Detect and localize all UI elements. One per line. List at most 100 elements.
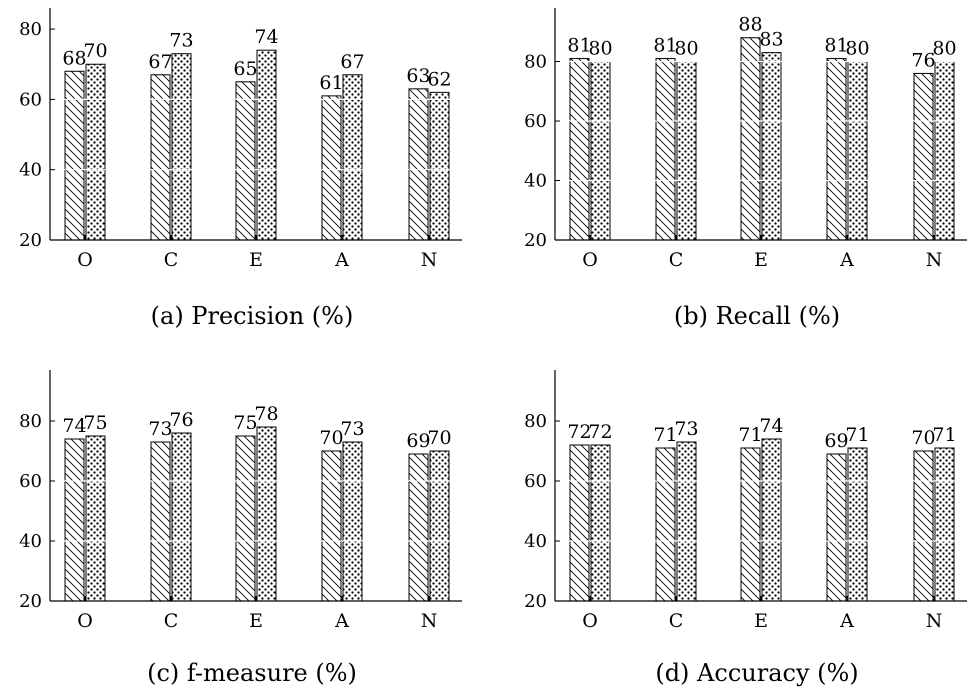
bar-C-series-1 xyxy=(150,441,171,602)
data-label-E-series-2: 74 xyxy=(254,26,278,48)
bar-O-series-2 xyxy=(85,63,106,241)
x-tick-label-A: A xyxy=(839,249,854,271)
bar-E-series-2 xyxy=(761,438,782,602)
bar-C-series-1 xyxy=(655,58,676,241)
bar-N-series-2 xyxy=(934,447,955,602)
x-tick-label-C: C xyxy=(164,249,179,271)
data-label-C-series-1: 73 xyxy=(148,418,172,440)
x-tick-label-E: E xyxy=(249,610,263,632)
bar-C-series-2 xyxy=(676,441,697,602)
bar-A-series-1 xyxy=(826,58,847,241)
bar-E-series-2 xyxy=(761,52,782,241)
chart-caption: (d) Accuracy (%) xyxy=(655,659,858,687)
x-tick-label-O: O xyxy=(77,249,93,271)
data-label-C-series-2: 80 xyxy=(674,38,698,60)
y-tick-label: 20 xyxy=(19,591,42,612)
bar-O-series-2 xyxy=(590,444,611,602)
bar-N-series-2 xyxy=(429,450,450,602)
data-label-N-series-2: 71 xyxy=(932,424,956,446)
bar-A-series-1 xyxy=(826,453,847,602)
x-tick-label-E: E xyxy=(754,249,768,271)
x-tick-label-C: C xyxy=(669,610,684,632)
bar-E-series-1 xyxy=(235,435,256,602)
bar-O-series-1 xyxy=(569,444,590,602)
bar-E-series-1 xyxy=(235,81,256,241)
data-label-A-series-2: 73 xyxy=(340,418,364,440)
x-tick-label-E: E xyxy=(249,249,263,271)
y-tick-label: 40 xyxy=(524,531,547,552)
data-label-A-series-1: 70 xyxy=(319,427,343,449)
x-tick-label-N: N xyxy=(926,249,943,271)
x-tick-label-O: O xyxy=(582,610,598,632)
x-tick-label-O: O xyxy=(77,610,93,632)
bar-E-series-1 xyxy=(740,37,761,241)
bar-C-series-2 xyxy=(171,53,192,241)
y-tick-label: 80 xyxy=(524,52,547,73)
y-tick-label: 60 xyxy=(19,471,42,492)
data-label-O-series-2: 75 xyxy=(83,412,107,434)
data-label-C-series-1: 71 xyxy=(653,424,677,446)
data-label-O-series-1: 74 xyxy=(62,415,86,437)
y-tick-label: 80 xyxy=(19,411,42,432)
data-label-C-series-2: 76 xyxy=(169,409,193,431)
x-tick-label-C: C xyxy=(164,610,179,632)
bar-E-series-2 xyxy=(256,49,277,241)
x-tick-label-N: N xyxy=(926,610,943,632)
bar-A-series-1 xyxy=(321,95,342,241)
data-label-O-series-1: 72 xyxy=(567,421,591,443)
data-label-A-series-2: 80 xyxy=(845,38,869,60)
data-label-A-series-1: 81 xyxy=(824,35,848,57)
y-tick-label: 20 xyxy=(524,591,547,612)
data-label-E-series-1: 65 xyxy=(233,58,257,80)
chart-caption: (c) f-measure (%) xyxy=(147,659,357,687)
chart-caption: (b) Recall (%) xyxy=(674,302,840,330)
data-label-A-series-1: 61 xyxy=(319,72,343,94)
y-tick-label: 40 xyxy=(19,160,42,181)
y-tick-label: 60 xyxy=(524,471,547,492)
bar-N-series-1 xyxy=(913,72,934,241)
data-label-O-series-2: 70 xyxy=(83,40,107,62)
x-tick-label-N: N xyxy=(421,610,438,632)
data-label-N-series-1: 69 xyxy=(406,430,430,452)
y-tick-label: 80 xyxy=(19,19,42,40)
bar-E-series-2 xyxy=(256,426,277,602)
x-tick-label-A: A xyxy=(334,610,349,632)
bar-N-series-1 xyxy=(913,450,934,602)
bar-N-series-2 xyxy=(429,91,450,241)
x-tick-label-A: A xyxy=(334,249,349,271)
data-label-N-series-1: 76 xyxy=(911,49,935,71)
bar-N-series-1 xyxy=(408,453,429,602)
bar-O-series-2 xyxy=(590,61,611,241)
data-label-N-series-1: 70 xyxy=(911,427,935,449)
data-label-N-series-2: 80 xyxy=(932,38,956,60)
data-label-E-series-1: 75 xyxy=(233,412,257,434)
y-tick-label: 80 xyxy=(524,411,547,432)
x-tick-label-E: E xyxy=(754,610,768,632)
data-label-C-series-2: 73 xyxy=(674,418,698,440)
data-label-E-series-1: 71 xyxy=(738,424,762,446)
x-tick-label-O: O xyxy=(582,249,598,271)
bar-N-series-2 xyxy=(934,61,955,241)
bar-O-series-1 xyxy=(64,70,85,241)
data-label-E-series-1: 88 xyxy=(738,14,762,36)
data-label-O-series-1: 81 xyxy=(567,35,591,57)
data-label-A-series-2: 67 xyxy=(340,51,364,73)
bar-C-series-2 xyxy=(171,432,192,602)
bar-A-series-1 xyxy=(321,450,342,602)
data-label-A-series-2: 71 xyxy=(845,424,869,446)
y-tick-label: 20 xyxy=(19,230,42,251)
bar-N-series-1 xyxy=(408,88,429,241)
x-tick-label-N: N xyxy=(421,249,438,271)
bar-O-series-1 xyxy=(64,438,85,602)
bar-A-series-2 xyxy=(847,447,868,602)
y-tick-label: 40 xyxy=(524,171,547,192)
data-label-E-series-2: 74 xyxy=(759,415,783,437)
bar-O-series-1 xyxy=(569,58,590,241)
y-tick-label: 40 xyxy=(19,531,42,552)
data-label-E-series-2: 83 xyxy=(759,29,783,51)
data-label-C-series-1: 67 xyxy=(148,51,172,73)
data-label-N-series-1: 63 xyxy=(406,65,430,87)
